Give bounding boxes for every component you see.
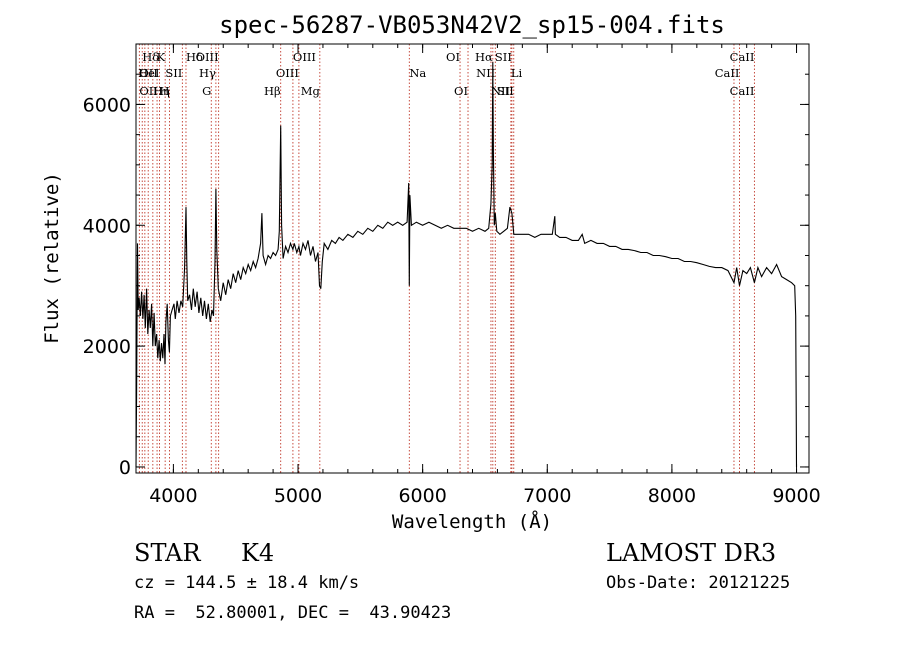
y-tick-label: 2000: [83, 336, 131, 358]
x-tick-label: 7000: [523, 485, 571, 507]
line-label: Li: [511, 66, 523, 80]
line-label: OIII: [196, 50, 219, 64]
line-label: Hδ: [142, 50, 159, 64]
line-label: SII: [495, 50, 512, 64]
line-label: CaII: [730, 50, 755, 64]
line-label: OI: [454, 84, 468, 98]
line-label: CaII: [715, 66, 740, 80]
line-label: OIII: [293, 50, 316, 64]
x-tick-label: 8000: [648, 485, 696, 507]
line-label: Mg: [301, 84, 321, 98]
object-subclass: K4: [241, 539, 275, 567]
y-axis-ticks: 0 2000 4000 6000: [83, 73, 809, 479]
line-label: OII: [139, 84, 158, 98]
line-label: CaII: [730, 84, 755, 98]
x-axis-ticks: 4000 5000 6000 7000 8000 9000: [149, 44, 821, 507]
redshift-cz: cz = 144.5 ± 18.4 km/s: [134, 573, 360, 593]
line-label: NII: [476, 66, 495, 80]
chart-title: spec-56287-VB053N42V2_sp15-004.fits: [219, 11, 725, 39]
spectrum-line: [135, 62, 798, 468]
line-label: OII: [139, 66, 158, 80]
x-axis-label: Wavelength (Å): [392, 510, 552, 533]
line-label: Hβ: [264, 84, 281, 98]
line-label: OIII: [276, 66, 299, 80]
object-class: STAR: [134, 539, 201, 567]
x-tick-label: 6000: [398, 485, 446, 507]
y-tick-label: 6000: [83, 94, 131, 116]
x-tick-label: 5000: [274, 485, 322, 507]
x-tick-label: 4000: [149, 485, 197, 507]
survey-name: LAMOST DR3: [606, 539, 777, 567]
y-tick-label: 4000: [83, 215, 131, 237]
y-tick-label: 0: [119, 457, 131, 479]
line-label: Hη: [153, 84, 170, 98]
line-label: SII: [497, 84, 514, 98]
line-label: HeI: [138, 66, 159, 80]
observation-date: Obs-Date: 20121225: [606, 573, 791, 593]
line-label: OI: [446, 50, 460, 64]
line-label: K: [157, 50, 166, 64]
line-label: Hα: [475, 50, 493, 64]
emission-line-markers: [138, 44, 755, 473]
line-label: H: [159, 84, 169, 98]
y-axis-label: Flux (relative): [41, 172, 63, 344]
line-label: NII: [491, 84, 510, 98]
line-label: Hδ: [186, 50, 203, 64]
plot-frame: [135, 43, 810, 474]
line-label: Hγ: [199, 66, 216, 80]
line-label: Na: [409, 66, 426, 80]
line-label: G: [202, 84, 211, 98]
line-label: SII: [165, 66, 182, 80]
x-tick-label: 9000: [772, 485, 820, 507]
coordinates: RA = 52.80001, DEC = 43.90423: [134, 603, 452, 623]
